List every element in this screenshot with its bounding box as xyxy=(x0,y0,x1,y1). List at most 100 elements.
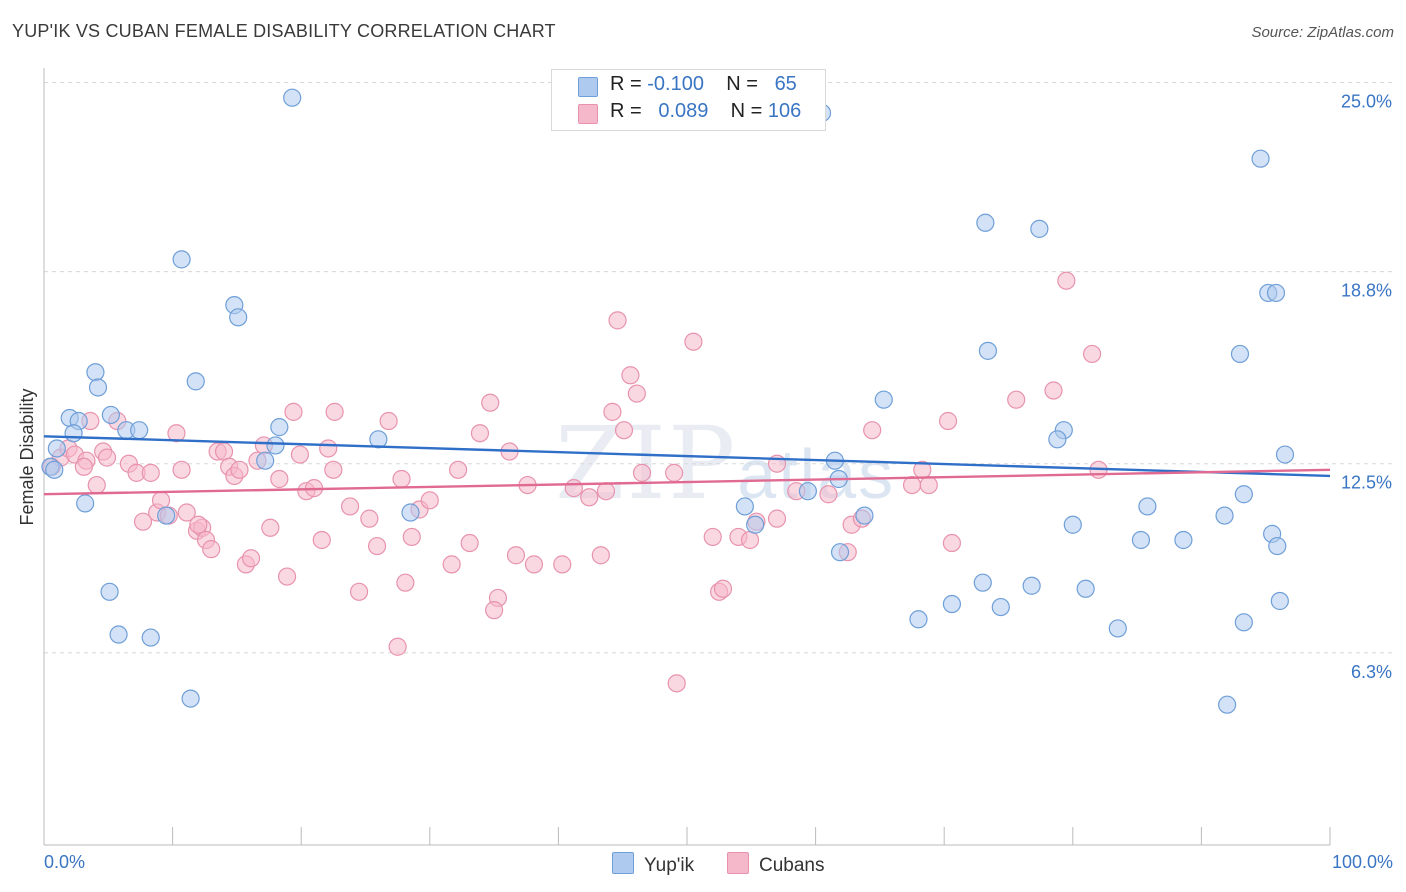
point-cubans xyxy=(470,424,490,443)
point-yupik xyxy=(909,610,928,629)
point-cubans xyxy=(167,424,186,443)
point-cubans xyxy=(277,567,297,586)
point-cubans xyxy=(713,579,733,598)
point-yupik xyxy=(86,363,105,382)
point-yupik xyxy=(978,341,998,360)
point-yupik xyxy=(186,372,205,391)
point-yupik xyxy=(1108,619,1127,638)
point-yupik xyxy=(283,88,302,107)
point-yupik xyxy=(735,497,754,516)
point-yupik xyxy=(991,597,1010,617)
point-cubans xyxy=(667,674,686,693)
point-yupik xyxy=(1022,576,1041,595)
stats-text-cubans: R = 0.089 N = 106 xyxy=(610,100,801,123)
point-yupik xyxy=(47,439,66,458)
point-yupik xyxy=(1230,344,1250,364)
legend-item-yupik[interactable]: Yup'ik xyxy=(612,852,694,877)
point-yupik xyxy=(88,378,108,397)
r-value: -0.100 xyxy=(647,73,704,95)
point-cubans xyxy=(87,475,106,495)
point-yupik xyxy=(130,421,149,440)
point-cubans xyxy=(202,540,221,559)
legend-item-cubans[interactable]: Cubans xyxy=(727,852,825,877)
point-yupik xyxy=(1266,283,1286,303)
n-value: 106 xyxy=(767,100,802,122)
point-cubans xyxy=(388,637,407,656)
x-tick-label-min: 0.0% xyxy=(44,852,85,872)
point-cubans xyxy=(133,512,153,531)
point-cubans xyxy=(367,536,387,556)
point-yupik xyxy=(1138,497,1157,516)
legend-label-cubans: Cubans xyxy=(759,855,825,876)
point-cubans xyxy=(1082,344,1102,364)
point-yupik xyxy=(1215,506,1234,525)
n-label: N = xyxy=(726,73,758,95)
point-cubans xyxy=(420,491,439,510)
point-yupik xyxy=(45,460,64,479)
point-yupik xyxy=(874,390,893,409)
legend-swatch-yupik xyxy=(612,852,634,874)
point-cubans xyxy=(360,509,379,528)
point-cubans xyxy=(524,555,544,574)
point-yupik xyxy=(157,506,176,525)
point-cubans xyxy=(284,402,303,421)
point-cubans xyxy=(1007,390,1026,409)
point-cubans xyxy=(189,515,208,534)
point-cubans xyxy=(767,509,787,528)
point-cubans xyxy=(177,503,196,522)
point-cubans xyxy=(290,445,310,464)
point-cubans xyxy=(596,482,616,501)
y-tick-label: 25.0% xyxy=(1341,91,1392,111)
stats-box: R = -0.100 N = 65 R = 0.089 N = 106 xyxy=(551,69,826,131)
point-yupik xyxy=(266,436,285,455)
n-label: N = xyxy=(730,100,763,122)
trend-line-yupik xyxy=(43,435,1331,478)
point-yupik xyxy=(369,430,388,449)
point-cubans xyxy=(591,546,610,565)
point-cubans xyxy=(460,533,479,553)
point-yupik xyxy=(1048,430,1067,449)
point-cubans xyxy=(319,439,338,458)
point-yupik xyxy=(942,594,962,614)
point-yupik xyxy=(229,308,248,327)
source-label: Source: ZipAtlas.com xyxy=(1251,24,1394,41)
point-cubans xyxy=(270,469,289,489)
points-layer xyxy=(41,70,1295,714)
point-yupik xyxy=(1234,485,1253,504)
y-tick-label: 12.5% xyxy=(1341,473,1392,493)
point-yupik xyxy=(109,625,128,644)
point-cubans xyxy=(608,311,627,330)
point-cubans xyxy=(621,366,640,385)
point-cubans xyxy=(819,485,838,504)
point-cubans xyxy=(349,582,369,601)
r-label: R = xyxy=(610,73,642,95)
point-cubans xyxy=(740,530,760,550)
legend-swatch-cubans xyxy=(727,852,749,874)
point-cubans xyxy=(580,488,599,507)
legend-label-yupik: Yup'ik xyxy=(644,855,695,876)
point-yupik xyxy=(64,424,83,443)
point-yupik xyxy=(1218,695,1237,714)
point-cubans xyxy=(703,527,722,547)
point-cubans xyxy=(665,463,684,482)
point-yupik xyxy=(1076,579,1095,598)
point-yupik xyxy=(76,494,95,513)
point-cubans xyxy=(485,601,504,620)
point-cubans xyxy=(564,479,583,498)
point-cubans xyxy=(396,573,415,592)
point-yupik xyxy=(976,213,995,232)
point-cubans xyxy=(312,530,331,550)
trend-line-cubans xyxy=(43,468,1331,496)
point-cubans xyxy=(141,463,160,482)
point-cubans xyxy=(942,533,962,553)
point-cubans xyxy=(902,475,922,495)
point-yupik xyxy=(401,503,420,522)
point-yupik xyxy=(1251,149,1270,168)
point-cubans xyxy=(627,384,646,403)
stats-text-yupik: R = -0.100 N = 65 xyxy=(610,73,797,96)
point-yupik xyxy=(141,628,160,647)
point-yupik xyxy=(1275,445,1295,464)
point-cubans xyxy=(1057,271,1076,290)
point-cubans xyxy=(392,469,411,489)
